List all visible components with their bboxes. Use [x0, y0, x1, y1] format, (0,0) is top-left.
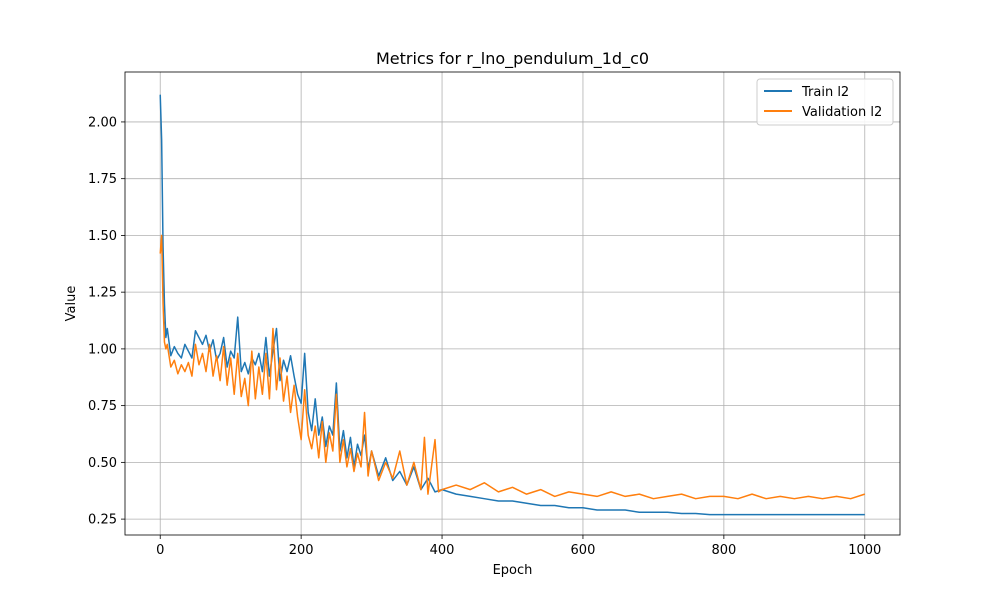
x-tick-label: 400	[430, 543, 455, 558]
x-tick-label: 1000	[848, 543, 881, 558]
legend-label-validation: Validation l2	[802, 105, 882, 120]
y-tick-label: 1.50	[88, 229, 117, 244]
legend: Train l2 Validation l2	[756, 78, 894, 126]
y-tick-label: 1.00	[88, 342, 117, 357]
y-tick-label: 2.00	[88, 115, 117, 130]
y-axis-label: Value	[64, 286, 79, 322]
legend-label-train: Train l2	[801, 85, 849, 100]
x-tick-label: 600	[571, 543, 596, 558]
grid	[125, 72, 900, 535]
series-line-train-l2	[159, 94, 865, 516]
x-tick-label: 0	[156, 543, 164, 558]
y-tick-label: 1.75	[88, 172, 117, 187]
chart-title: Metrics for r_lno_pendulum_1d_c0	[376, 49, 649, 69]
y-tick-label: 0.75	[88, 399, 117, 414]
y-tick-label: 0.50	[88, 456, 117, 471]
series-line-validation-l2	[159, 234, 866, 500]
x-axis-label: Epoch	[493, 563, 533, 578]
x-tick-label: 800	[711, 543, 736, 558]
x-tick-label: 200	[289, 543, 314, 558]
y-tick-label: 0.25	[88, 513, 117, 528]
plot-frame	[124, 71, 901, 536]
ticks: 0 200 400 600 800 1000 0.25 0.50 0.75 1.00 1.25 1.5…	[88, 115, 881, 558]
series-lines	[159, 94, 866, 516]
y-tick-label: 1.25	[88, 286, 117, 301]
